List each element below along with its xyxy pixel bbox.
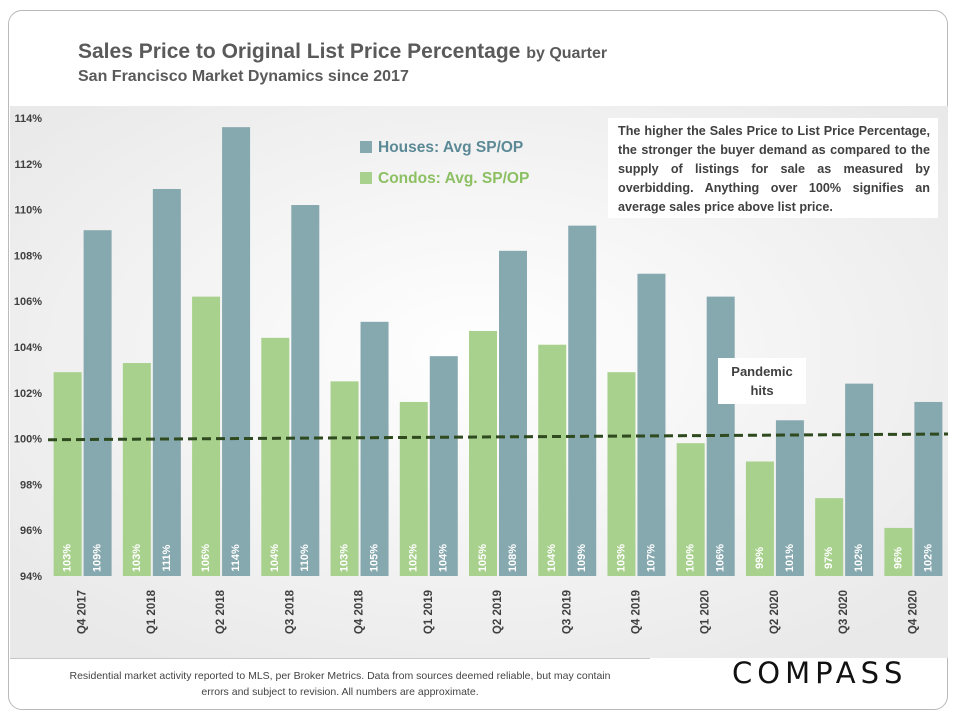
- condo-data-label: 104%: [546, 544, 558, 572]
- x-tick-label: Q4 2020: [907, 590, 919, 634]
- house-bar: [429, 356, 458, 576]
- y-tick-label: 108%: [14, 250, 42, 262]
- y-tick-label: 96%: [20, 525, 42, 537]
- condo-bar: [399, 401, 428, 576]
- legend-label-condos: Condos: Avg. SP/OP: [378, 170, 529, 187]
- condo-data-label: 99%: [754, 547, 766, 569]
- legend-label-houses: Houses: Avg SP/OP: [378, 139, 523, 156]
- x-tick-label: Q2 2020: [769, 590, 781, 634]
- condo-data-label: 96%: [892, 547, 904, 569]
- x-tick-label: Q3 2020: [838, 590, 850, 634]
- condo-bar: [469, 330, 497, 576]
- house-data-label: 107%: [645, 544, 657, 572]
- condo-bar: [607, 372, 636, 576]
- condo-bar: [261, 337, 290, 576]
- condo-bar: [884, 527, 913, 576]
- y-tick-label: 106%: [14, 296, 42, 308]
- house-data-label: 105%: [368, 544, 380, 572]
- y-tick-label: 112%: [14, 159, 42, 171]
- legend-swatch-condos: [360, 172, 372, 184]
- explanation-box: The higher the Sales Price to List Price…: [608, 118, 938, 218]
- house-bar: [152, 188, 181, 577]
- pandemic-annotation: Pandemic hits: [718, 358, 806, 404]
- condo-data-label: 105%: [477, 544, 489, 572]
- chart-title-suffix: by Quarter: [526, 45, 608, 62]
- condo-bar: [538, 344, 567, 576]
- trendline-100-percent: [47, 432, 949, 442]
- house-bar: [775, 420, 804, 576]
- x-tick-label: Q1 2020: [700, 590, 712, 634]
- compass-logo: COMPASS: [732, 656, 908, 690]
- house-bar: [83, 230, 112, 576]
- house-data-label: 101%: [784, 544, 796, 572]
- x-tick-label: Q3 2018: [284, 589, 296, 634]
- chart-title: Sales Price to Original List Price Perce…: [78, 40, 608, 63]
- condo-data-label: 103%: [615, 544, 627, 572]
- condo-data-label: 103%: [338, 544, 350, 572]
- house-bar: [845, 383, 874, 576]
- house-bar: [222, 127, 251, 576]
- condo-bar: [815, 498, 844, 576]
- house-data-label: 102%: [922, 544, 934, 572]
- condo-data-label: 102%: [408, 544, 420, 572]
- house-data-label: 109%: [92, 544, 104, 572]
- house-bar: [291, 205, 320, 576]
- x-tick-label: Q4 2018: [354, 589, 366, 634]
- condo-data-label: 103%: [62, 544, 74, 572]
- condo-data-label: 103%: [131, 544, 143, 572]
- house-data-label: 110%: [299, 544, 311, 572]
- y-tick-label: 114%: [14, 113, 42, 125]
- condo-bar: [330, 381, 359, 576]
- footer-divider: [10, 658, 650, 659]
- house-data-label: 108%: [507, 544, 519, 572]
- condo-data-label: 100%: [685, 544, 697, 572]
- house-bar: [568, 225, 597, 576]
- condo-bar: [53, 372, 82, 576]
- house-data-label: 109%: [576, 544, 588, 572]
- x-tick-label: Q1 2019: [423, 590, 435, 634]
- house-data-label: 111%: [161, 544, 173, 571]
- house-bar: [360, 321, 389, 576]
- condo-data-label: 97%: [823, 547, 835, 569]
- y-tick-label: 100%: [14, 434, 42, 446]
- y-tick-label: 104%: [14, 342, 42, 354]
- house-bar: [499, 250, 527, 576]
- x-tick-label: Q2 2019: [492, 590, 504, 634]
- x-tick-label: Q4 2017: [77, 590, 89, 634]
- condo-data-label: 106%: [200, 544, 212, 572]
- house-data-label: 114%: [230, 544, 242, 572]
- footer-disclaimer: Residential market activity reported to …: [69, 670, 611, 698]
- chart-subtitle: San Francisco Market Dynamics since 2017: [78, 68, 409, 85]
- condo-data-label: 104%: [269, 544, 281, 572]
- y-tick-label: 102%: [14, 388, 42, 400]
- x-tick-label: Q2 2018: [215, 589, 227, 634]
- y-tick-label: 94%: [20, 571, 42, 583]
- x-tick-label: Q1 2018: [146, 589, 158, 634]
- y-tick-label: 98%: [20, 479, 42, 491]
- house-bar: [637, 273, 666, 576]
- condo-bar: [676, 443, 705, 576]
- x-tick-label: Q4 2019: [630, 590, 642, 634]
- house-data-label: 106%: [715, 544, 727, 572]
- condo-bar: [745, 461, 774, 576]
- house-data-label: 102%: [853, 544, 865, 572]
- y-tick-label: 110%: [14, 205, 42, 217]
- house-bar: [914, 401, 943, 576]
- house-data-label: 104%: [438, 544, 450, 572]
- x-tick-label: Q3 2019: [561, 590, 573, 634]
- condo-bar: [122, 363, 151, 576]
- condo-bar: [192, 296, 221, 576]
- legend-swatch-houses: [360, 141, 372, 153]
